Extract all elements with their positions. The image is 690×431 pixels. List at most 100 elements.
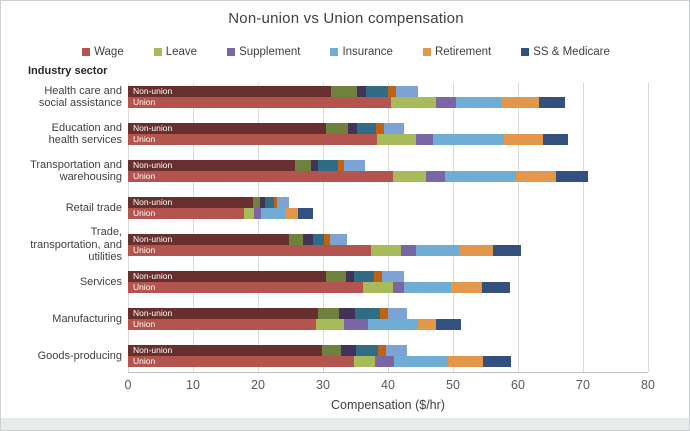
- bar-segment-wage: [128, 234, 290, 245]
- bar-segment-supplement: [357, 86, 366, 97]
- bar-inner-label: Union: [133, 319, 156, 329]
- bar-segment-insurance: [367, 319, 418, 330]
- bar-segment-retirement: [387, 86, 396, 97]
- bar-segment-ss-medicare: [395, 86, 418, 97]
- bar-segment-leave: [362, 282, 393, 293]
- bar-segment-supplement: [374, 356, 395, 367]
- category-label: Education and health services: [48, 121, 122, 147]
- bar-segment-ss-medicare: [386, 345, 408, 356]
- bar-segment-insurance: [356, 123, 377, 134]
- bar-union: Union: [128, 134, 569, 145]
- bar-segment-insurance: [415, 245, 460, 256]
- bar-union: Union: [128, 319, 461, 330]
- bar-inner-label: Non-union: [133, 197, 173, 207]
- gridline: [323, 83, 324, 372]
- bar-segment-ss-medicare: [436, 319, 461, 330]
- bar-segment-leave: [252, 197, 260, 208]
- bar-segment-insurance: [432, 134, 505, 145]
- legend-item-supplement: Supplement: [227, 46, 300, 58]
- bar-segment-supplement: [345, 271, 355, 282]
- bar-segment-leave: [321, 345, 342, 356]
- bar-segment-supplement: [415, 134, 433, 145]
- legend-label: Insurance: [342, 46, 393, 58]
- bar-segment-retirement: [516, 171, 556, 182]
- legend-item-insurance: Insurance: [330, 46, 393, 58]
- bar-inner-label: Non-union: [133, 308, 173, 318]
- bar-segment-leave: [317, 308, 340, 319]
- bar-segment-wage: [128, 97, 392, 108]
- bar-segment-ss-medicare: [384, 123, 404, 134]
- bar-segment-leave: [295, 160, 312, 171]
- bar-segment-wage: [128, 208, 245, 219]
- bar-segment-supplement: [341, 345, 357, 356]
- bar-segment-retirement: [379, 308, 388, 319]
- bar-segment-supplement: [400, 245, 416, 256]
- gridline: [258, 83, 259, 372]
- x-axis-line: [128, 372, 648, 373]
- category-label: Goods-producing: [37, 349, 122, 362]
- bar-union: Union: [128, 245, 522, 256]
- bar-segment-ss-medicare: [555, 171, 588, 182]
- bar-segment-ss-medicare: [382, 271, 404, 282]
- bar-segment-ss-medicare: [297, 208, 313, 219]
- bar-non-union: Non-union: [128, 197, 290, 208]
- legend-item-retirement: Retirement: [422, 46, 492, 58]
- legend-label: Retirement: [434, 46, 492, 58]
- bar-segment-supplement: [259, 197, 266, 208]
- bar-segment-retirement: [377, 345, 386, 356]
- bar-segment-ss-medicare: [344, 160, 365, 171]
- bar-segment-ss-medicare: [492, 245, 522, 256]
- bar-segment-supplement: [254, 208, 262, 219]
- bar-inner-label: Union: [133, 134, 156, 144]
- bar-segment-retirement: [323, 234, 331, 245]
- bar-segment-insurance: [394, 356, 448, 367]
- bar-segment-wage: [128, 271, 327, 282]
- bar-inner-label: Non-union: [133, 123, 173, 133]
- bar-segment-ss-medicare: [330, 234, 348, 245]
- legend-swatch-icon: [521, 48, 530, 56]
- gridline: [388, 83, 389, 372]
- bar-inner-label: Non-union: [133, 160, 173, 170]
- bar-non-union: Non-union: [128, 308, 408, 319]
- bar-segment-supplement: [344, 319, 368, 330]
- bar-inner-label: Union: [133, 245, 156, 255]
- bar-non-union: Non-union: [128, 234, 348, 245]
- bar-segment-retirement: [374, 271, 383, 282]
- bar-segment-retirement: [285, 208, 298, 219]
- bar-union: Union: [128, 171, 588, 182]
- category-label: Health care and social assistance: [38, 84, 122, 110]
- gridline: [648, 83, 649, 372]
- x-tick-label: 10: [186, 378, 200, 392]
- x-tick-label: 30: [316, 378, 330, 392]
- bar-segment-retirement: [502, 97, 540, 108]
- legend-label: Supplement: [239, 46, 301, 58]
- bar-segment-wage: [128, 319, 316, 330]
- bar-non-union: Non-union: [128, 86, 418, 97]
- bar-inner-label: Non-union: [133, 234, 173, 244]
- bar-segment-insurance: [365, 86, 388, 97]
- bar-segment-ss-medicare: [539, 97, 565, 108]
- bar-segment-insurance: [356, 345, 378, 356]
- bar-segment-insurance: [261, 208, 286, 219]
- bar-segment-ss-medicare: [277, 197, 290, 208]
- bar-segment-ss-medicare: [542, 134, 569, 145]
- bar-segment-wage: [128, 160, 296, 171]
- x-tick-label: 60: [511, 378, 525, 392]
- bar-inner-label: Non-union: [133, 345, 173, 355]
- x-tick-label: 70: [576, 378, 590, 392]
- legend: Wage Leave Supplement Insurance Retirement SS…: [1, 46, 689, 58]
- category-label: Trade, transportation, and utilities: [30, 226, 122, 263]
- bar-segment-insurance: [312, 234, 324, 245]
- bar-segment-retirement: [459, 245, 493, 256]
- bar-segment-wage: [128, 345, 322, 356]
- bar-segment-leave: [391, 97, 437, 108]
- legend-label: Wage: [94, 46, 124, 58]
- bar-segment-retirement: [274, 197, 278, 208]
- bar-segment-insurance: [354, 271, 375, 282]
- bar-union: Union: [128, 356, 511, 367]
- bar-segment-supplement: [392, 282, 405, 293]
- bar-segment-supplement: [311, 160, 319, 171]
- bar-segment-retirement: [447, 356, 483, 367]
- bar-segment-leave: [371, 245, 401, 256]
